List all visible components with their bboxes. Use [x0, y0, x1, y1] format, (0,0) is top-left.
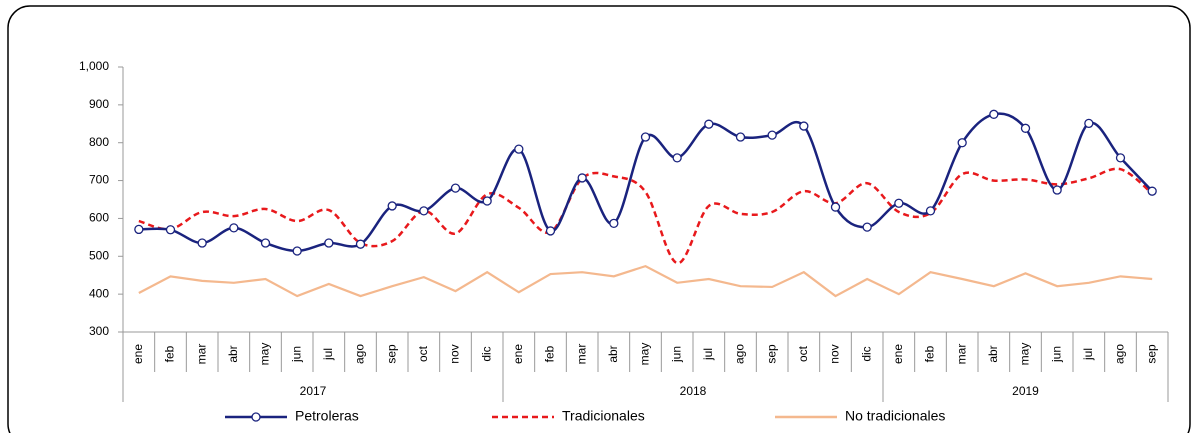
x-group-label: 2018 — [680, 384, 707, 398]
point — [989, 109, 999, 119]
x-tick-label: abr — [986, 345, 1000, 362]
x-tick-label: may — [1018, 343, 1032, 366]
point — [482, 196, 492, 206]
x-tick-label: feb — [163, 345, 177, 362]
x-tick-label: abr — [226, 345, 240, 362]
legend-label: Petroleras — [295, 408, 359, 424]
x-tick-label: nov — [828, 344, 842, 363]
point — [1020, 123, 1031, 133]
point — [324, 238, 334, 248]
x-tick-label: ago — [733, 344, 747, 364]
y-tick-label: 900 — [89, 97, 109, 111]
x-tick-label: sep — [1144, 344, 1158, 364]
legend: Petroleras Tradicionales No tradicionales — [225, 408, 945, 424]
x-tick-label: ene — [131, 344, 145, 364]
x-tick-label: sep — [764, 344, 778, 364]
x-tick-label: abr — [606, 345, 620, 362]
x-tick-label: dic — [859, 346, 873, 361]
point — [894, 198, 904, 208]
x-group-label: 2017 — [300, 384, 327, 398]
x-tick-label: may — [258, 343, 272, 366]
point — [704, 119, 714, 129]
point — [165, 225, 176, 235]
frame — [7, 5, 1191, 433]
point — [640, 132, 651, 142]
point — [957, 138, 967, 148]
point — [260, 238, 271, 248]
x-tick-label: mar — [194, 344, 208, 365]
x-group-label: 2019 — [1012, 384, 1039, 398]
x-tick-label: ago — [1113, 344, 1127, 364]
point — [387, 201, 397, 211]
y-tick-label: 400 — [89, 286, 109, 300]
point — [355, 239, 366, 249]
y-tick-label: 600 — [89, 211, 109, 225]
point — [609, 218, 619, 229]
point — [577, 173, 587, 183]
x-tick-label: ene — [891, 344, 905, 364]
x-tick-label: oct — [416, 345, 430, 362]
point — [1084, 118, 1094, 129]
point — [925, 206, 936, 216]
point — [229, 223, 239, 233]
point — [1052, 185, 1062, 195]
x-tick-label: feb — [923, 345, 937, 362]
point — [1147, 186, 1157, 196]
point — [292, 246, 302, 256]
point — [735, 132, 746, 142]
x-tick-label: mar — [954, 344, 968, 365]
point — [134, 224, 144, 235]
x-tick-label: dic — [479, 346, 493, 361]
x-tick-label: oct — [796, 345, 810, 362]
x-tick-label: feb — [543, 345, 557, 362]
point — [450, 183, 461, 193]
y-tick-label: 300 — [89, 324, 109, 338]
legend-marker — [251, 412, 261, 422]
x-tick-label: jul — [321, 348, 335, 361]
x-tick-label: may — [638, 343, 652, 366]
point — [799, 121, 809, 131]
point — [672, 153, 682, 163]
point — [1115, 153, 1126, 163]
series-line — [138, 167, 1153, 265]
x-tick-label: jul — [701, 348, 715, 361]
series-line — [138, 264, 1153, 298]
x-tick-label: jun — [669, 346, 683, 363]
y-tick-label: 700 — [89, 173, 109, 187]
x-tick-label: sep — [384, 344, 398, 364]
point — [545, 226, 556, 236]
legend-label: No tradicionales — [845, 408, 945, 424]
x-tick-label: jun — [289, 346, 303, 363]
y-tick-label: 800 — [89, 135, 109, 149]
x-tick-label: ago — [353, 344, 367, 364]
point — [767, 130, 777, 140]
point — [862, 222, 872, 232]
x-tick-label: ene — [511, 344, 525, 364]
y-tick-label: 1,000 — [79, 59, 109, 73]
x-tick-label: jul — [1081, 348, 1095, 361]
x-tick-label: jun — [1049, 346, 1063, 363]
y-tick-label: 500 — [89, 248, 109, 262]
point — [514, 144, 524, 154]
point — [197, 238, 207, 248]
x-tick-label: nov — [448, 344, 462, 363]
point — [419, 206, 429, 216]
legend-label: Tradicionales — [562, 408, 645, 424]
x-tick-label: mar — [574, 344, 588, 365]
point — [830, 202, 841, 212]
